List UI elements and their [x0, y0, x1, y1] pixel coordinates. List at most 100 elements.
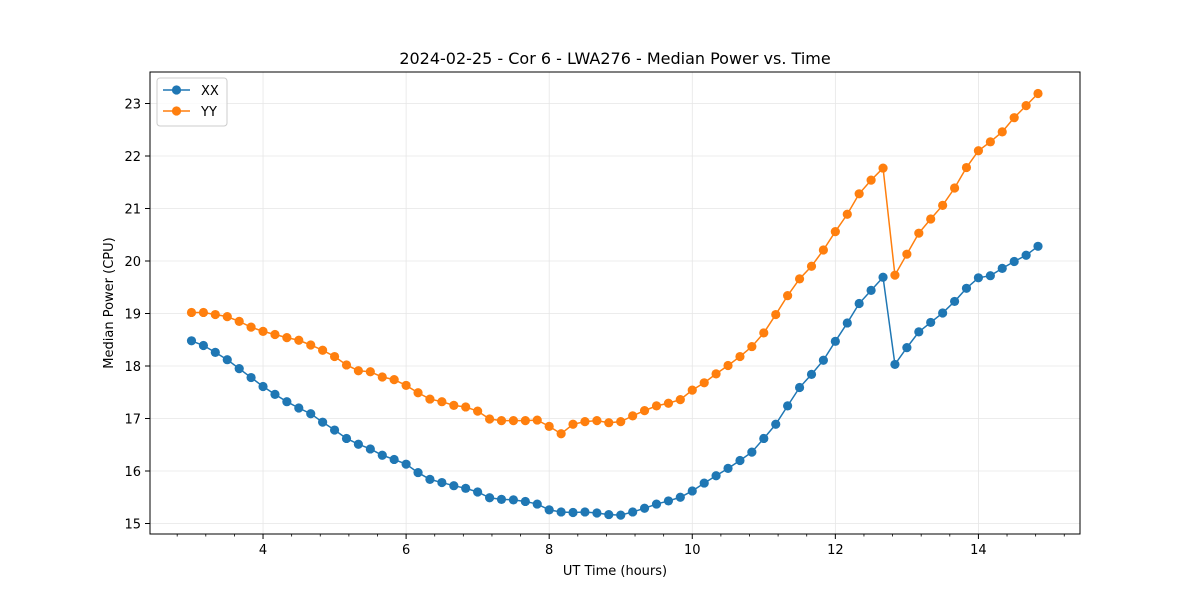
data-point-xx: [484, 493, 495, 503]
data-point-yy: [675, 395, 685, 405]
data-point-yy: [377, 372, 387, 382]
data-point-xx: [639, 503, 650, 513]
data-point-xx: [413, 467, 423, 478]
data-point-yy: [949, 183, 960, 193]
data-point-xx: [318, 417, 328, 427]
data-point-xx: [604, 509, 614, 520]
data-point-yy: [520, 416, 530, 426]
data-point-yy: [329, 351, 340, 362]
data-point-xx: [723, 463, 733, 473]
data-point-yy: [663, 398, 674, 408]
data-point-yy: [294, 335, 304, 345]
data-point-yy: [914, 228, 924, 238]
data-point-xx: [699, 478, 709, 488]
data-point-yy: [806, 261, 817, 271]
data-point-xx: [616, 510, 626, 520]
data-point-xx: [234, 364, 244, 374]
data-point-yy: [353, 366, 363, 376]
data-point-yy: [878, 163, 888, 173]
data-point-xx: [949, 296, 960, 307]
legend-marker-yy: [171, 106, 182, 116]
data-point-xx: [461, 483, 471, 493]
data-point-yy: [580, 417, 590, 427]
data-point-yy: [246, 322, 256, 332]
x-tick-label: 8: [545, 543, 553, 558]
data-point-yy: [258, 326, 268, 336]
data-point-xx: [282, 397, 292, 407]
data-point-yy: [723, 360, 733, 371]
data-point-xx: [794, 382, 805, 393]
y-tick-label: 15: [124, 518, 141, 533]
x-tick-label: 4: [259, 543, 267, 558]
data-point-yy: [592, 416, 602, 426]
data-point-xx: [830, 336, 840, 346]
data-point-xx: [663, 496, 674, 506]
plot-frame: [149, 71, 1081, 535]
data-point-xx: [401, 459, 411, 469]
data-point-xx: [842, 318, 852, 328]
data-point-xx: [747, 447, 757, 457]
data-point-yy: [759, 328, 769, 338]
y-tick-label: 20: [124, 255, 141, 270]
legend-label-yy: YY: [200, 105, 217, 120]
data-point-yy: [1033, 88, 1043, 99]
y-axis-label: Median Power (CPU): [102, 237, 117, 368]
data-point-xx: [628, 507, 638, 517]
data-point-xx: [365, 444, 375, 454]
data-point-xx: [544, 505, 554, 515]
data-point-yy: [985, 137, 995, 147]
data-point-xx: [473, 487, 483, 497]
data-point-yy: [854, 189, 864, 199]
data-point-xx: [198, 340, 209, 351]
legend-label-xx: XX: [201, 84, 219, 99]
data-point-yy: [818, 245, 828, 255]
data-point-yy: [735, 351, 745, 362]
x-tick-label: 12: [827, 543, 844, 558]
data-point-yy: [711, 369, 721, 379]
data-point-yy: [496, 416, 507, 426]
y-tick-label: 16: [124, 465, 141, 480]
x-tick-label: 10: [684, 543, 701, 558]
data-point-xx: [556, 507, 566, 517]
data-point-yy: [699, 378, 709, 388]
data-point-yy: [687, 385, 697, 395]
data-point-yy: [830, 227, 840, 237]
data-point-xx: [329, 425, 340, 435]
y-axis-ticks: 15 16 17 18 19 20 21 22 23: [124, 98, 150, 533]
data-point-xx: [711, 471, 721, 481]
data-point-yy: [961, 162, 972, 173]
data-point-xx: [1009, 256, 1019, 267]
x-tick-label: 6: [402, 543, 410, 558]
chart-title: 2024-02-25 - Cor 6 - LWA276 - Median Pow…: [399, 49, 830, 68]
y-tick-label: 23: [124, 98, 141, 113]
data-point-xx: [258, 381, 268, 392]
data-point-xx: [675, 492, 685, 502]
data-point-yy: [198, 307, 209, 318]
data-point-yy: [997, 127, 1007, 137]
data-point-yy: [365, 367, 375, 377]
series-layer: [186, 88, 1043, 520]
data-point-yy: [902, 249, 912, 259]
data-point-yy: [186, 307, 197, 318]
data-point-yy: [222, 312, 232, 322]
data-point-xx: [222, 355, 232, 365]
data-point-xx: [377, 450, 387, 460]
data-point-xx: [353, 439, 363, 449]
data-point-yy: [461, 402, 471, 412]
data-point-yy: [389, 375, 399, 385]
data-point-xx: [973, 273, 984, 283]
data-point-yy: [437, 397, 447, 407]
data-point-xx: [425, 474, 435, 484]
series-yy: [186, 88, 1043, 439]
x-axis-ticks: 4 6 8 10 12 14: [176, 534, 1065, 558]
data-point-yy: [783, 291, 793, 301]
data-point-xx: [449, 481, 459, 491]
data-point-xx: [926, 317, 936, 328]
data-point-xx: [437, 477, 447, 488]
y-tick-label: 21: [124, 203, 141, 218]
data-point-xx: [783, 401, 793, 411]
data-point-yy: [568, 419, 578, 429]
data-point-yy: [616, 417, 626, 427]
data-point-yy: [639, 406, 650, 416]
